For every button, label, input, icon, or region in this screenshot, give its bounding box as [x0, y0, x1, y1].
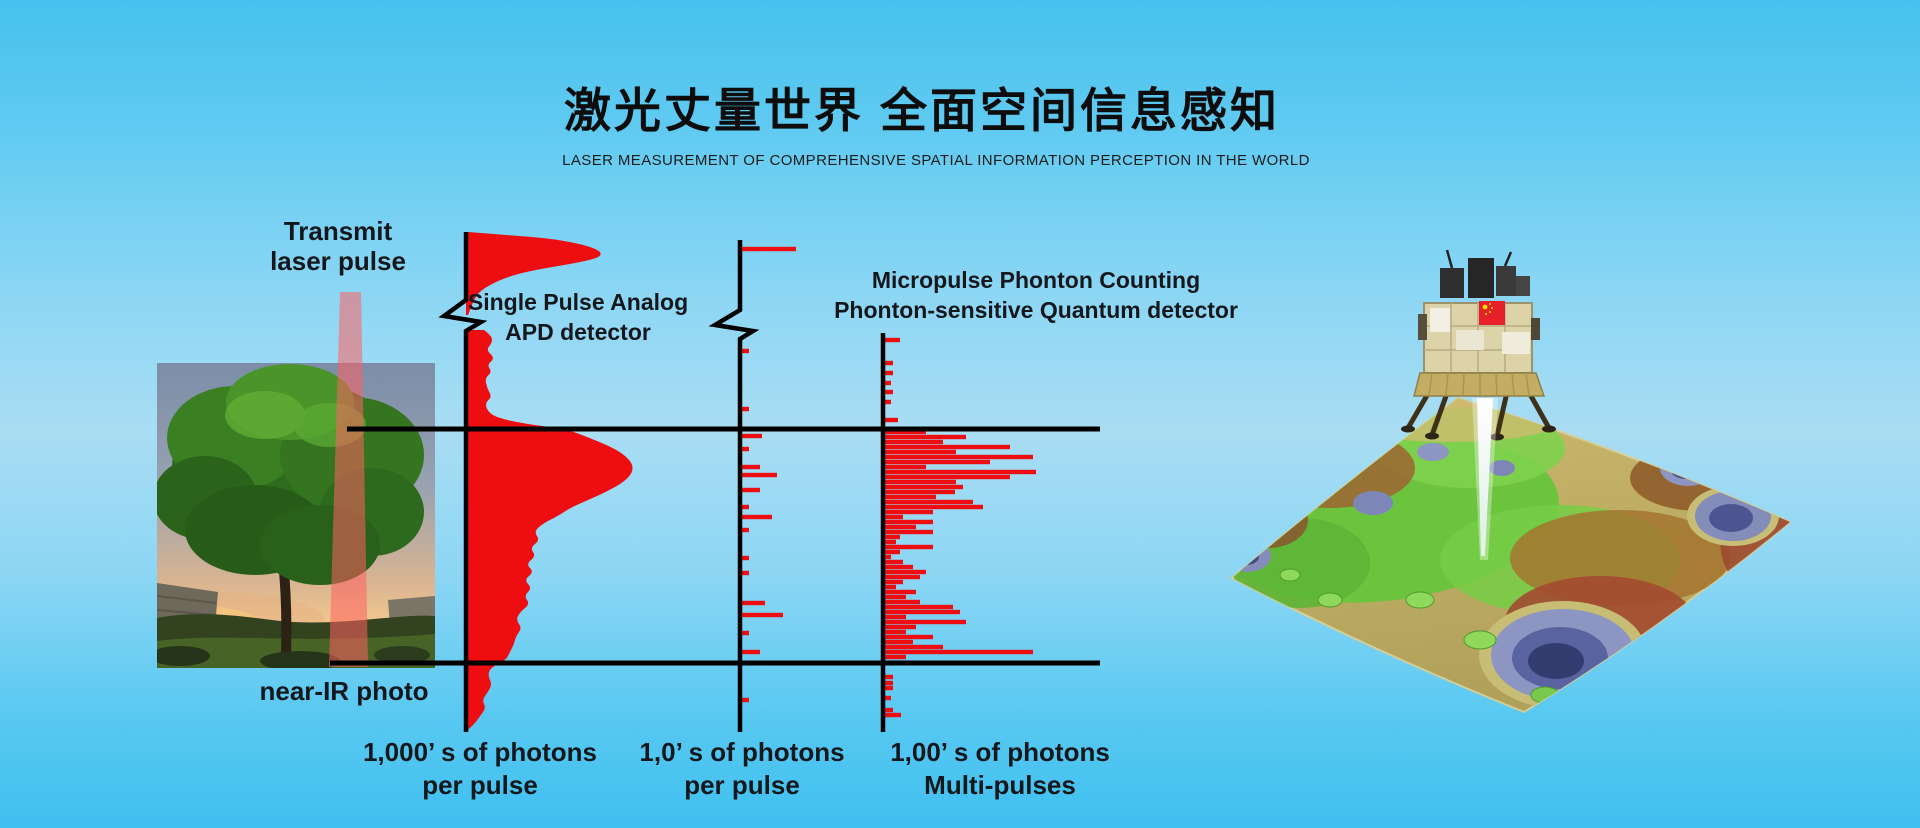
lander-panel: [1430, 308, 1450, 332]
caption2-line2: per pulse: [684, 770, 800, 800]
lander-flag: [1479, 301, 1505, 325]
lander-side-pod: [1531, 318, 1540, 340]
crater: [1660, 450, 1716, 486]
transmit-pulse-waveform: [466, 232, 601, 315]
transmit-label-line2: laser pulse: [270, 246, 406, 276]
lander-deck-foil: [1428, 372, 1530, 397]
near-ir-photo-label: near-IR photo: [259, 676, 429, 706]
lander-side-pod: [1418, 314, 1427, 340]
lunar-lander: [1401, 249, 1556, 560]
lander-foot: [1542, 425, 1556, 433]
crater-small: [1417, 443, 1449, 461]
crater: [1232, 540, 1271, 572]
photon-counting-histogram: [883, 337, 1036, 718]
single-pulse-analog-label: Single Pulse Analog APD detector: [428, 287, 728, 347]
crater-small: [1353, 491, 1393, 515]
grass-tuft: [374, 646, 430, 664]
lander-instrument: [1496, 266, 1516, 296]
low-photon-axis: [708, 240, 760, 732]
lander-instrument: [1468, 258, 1494, 298]
photons-caption-3: 1,00’ s of photons Multi-pulses: [840, 736, 1160, 802]
laser-beam-overlay: [329, 292, 368, 667]
crater-small: [1622, 432, 1658, 452]
mound: [1530, 686, 1560, 704]
lander-instrument: [1440, 268, 1464, 298]
crater: [1738, 564, 1790, 604]
detector3-label-line2: Phonton-sensitive Quantum detector: [834, 297, 1238, 323]
micropulse-counting-label: Micropulse Phonton Counting Phonton-sens…: [806, 265, 1266, 325]
crater-small: [1489, 460, 1515, 476]
lander-deck: [1413, 372, 1546, 397]
caption1-line1: 1,000’ s of photons: [362, 737, 598, 767]
low-photon-returns: [740, 246, 796, 703]
caption2-line1: 1,0’ s of photons: [639, 737, 845, 767]
lander-foot: [1425, 432, 1439, 440]
lander-panel: [1502, 332, 1530, 354]
mound: [1463, 630, 1497, 650]
lander-legs: [1405, 378, 1552, 437]
caption3-line2: Multi-pulses: [924, 770, 1076, 800]
altimeter-beam: [1477, 398, 1493, 556]
lander-foot: [1401, 425, 1415, 433]
lander-instrument: [1516, 276, 1530, 296]
detector3-label-line1: Micropulse Phonton Counting: [871, 267, 1201, 293]
page-title: 激光丈量世界 全面空间信息感知: [563, 84, 1281, 137]
near-ir-photo-image: [157, 363, 435, 668]
detector1-label-line2: APD detector: [505, 319, 651, 345]
caption3-line1: 1,00’ s of photons: [890, 737, 1110, 767]
lander-panel: [1456, 330, 1484, 350]
terrain-3d-map: [1230, 396, 1792, 714]
apd-axis: [438, 232, 488, 732]
lander-foot: [1490, 433, 1504, 441]
page-subtitle: LASER MEASUREMENT OF COMPREHENSIVE SPATI…: [562, 152, 1310, 169]
transmit-laser-pulse-label: Transmit laser pulse: [238, 216, 438, 276]
transmit-label-line1: Transmit: [283, 216, 393, 246]
crater-large: [1479, 601, 1647, 709]
grass-tuft: [260, 651, 340, 668]
photons-caption-1: 1,000’ s of photons per pulse: [320, 736, 640, 802]
detector1-label-line1: Single Pulse Analog: [467, 289, 689, 315]
caption1-line2: per pulse: [422, 770, 538, 800]
mound: [1405, 591, 1435, 609]
apd-return-waveform: [466, 330, 633, 731]
lander-antenna: [1445, 249, 1513, 269]
crater: [1687, 486, 1779, 546]
mound: [1317, 592, 1343, 608]
mound: [1279, 568, 1301, 582]
grass-tuft: [157, 646, 210, 666]
photons-caption-2: 1,0’ s of photons per pulse: [582, 736, 902, 802]
